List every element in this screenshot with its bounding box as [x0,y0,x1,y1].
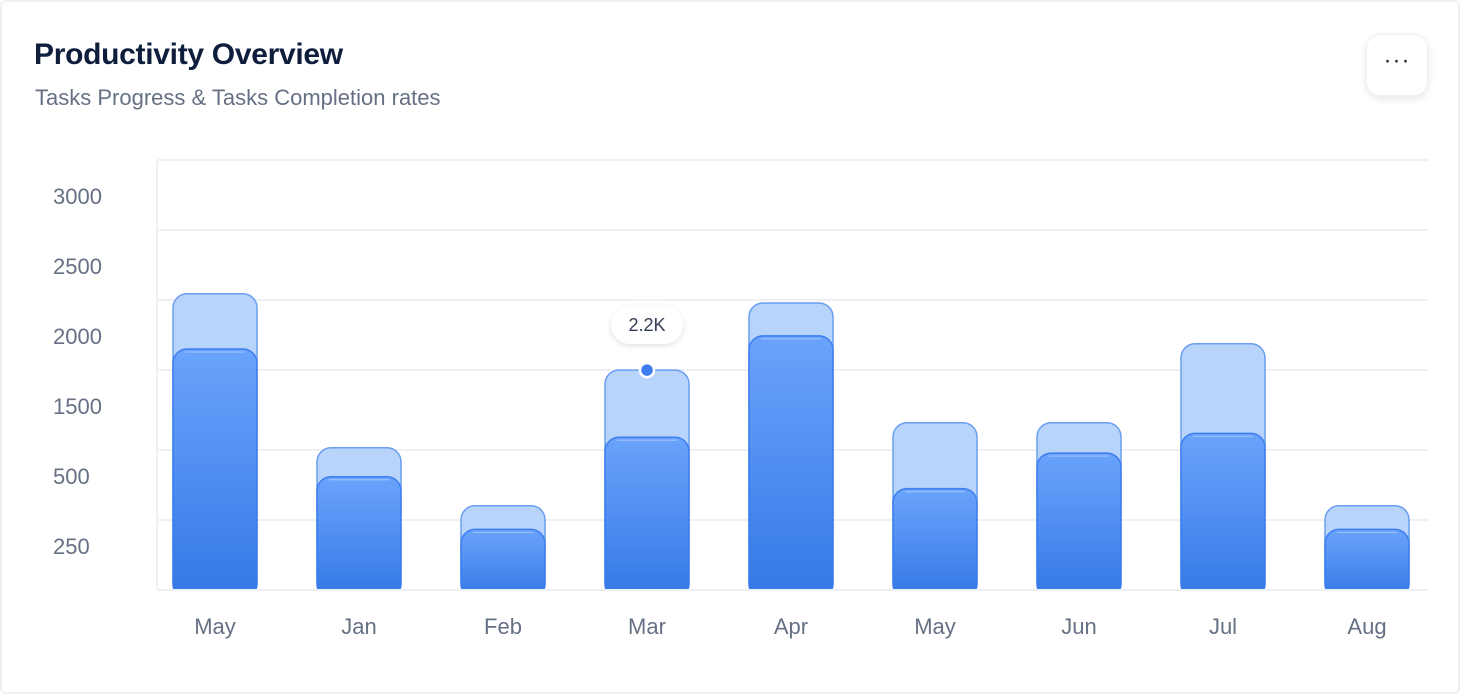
tooltip-label: 2.2K [628,315,665,335]
y-tick-label: 3000 [53,184,102,209]
bar-completion[interactable] [316,476,402,599]
bar-completion[interactable] [172,348,258,599]
x-tick-label: Aug [1347,614,1386,639]
bar-completion[interactable] [892,487,978,599]
more-options-button[interactable]: ··· [1366,34,1428,96]
bar-completion[interactable] [1180,432,1266,599]
y-tick-label: 1500 [53,394,102,419]
y-tick-label: 500 [53,464,90,489]
y-tick-label: 2000 [53,324,102,349]
x-tick-label: Feb [484,614,522,639]
x-tick-label: Jul [1209,614,1237,639]
bar-completion[interactable] [460,528,546,599]
more-dots-icon: ··· [1383,47,1411,74]
tooltip-bubble [611,306,683,344]
x-tick-label: May [914,614,956,639]
card-subtitle: Tasks Progress & Tasks Completion rates [35,85,441,110]
card-title: Productivity Overview [34,38,343,71]
x-tick-label: Jan [341,614,376,639]
bar-completion[interactable] [748,335,834,599]
x-tick-label: Jun [1061,614,1096,639]
bar-completion[interactable] [1036,452,1122,599]
x-tick-label: May [194,614,236,639]
x-tick-label: Apr [774,614,808,639]
bar-completion[interactable] [1324,528,1410,599]
x-tick-label: Mar [628,614,666,639]
bar-completion[interactable] [604,436,690,599]
y-tick-label: 2500 [53,254,102,279]
y-tick-label: 250 [53,534,90,559]
baseline-mask [159,590,1430,610]
tooltip-marker[interactable] [638,361,656,379]
